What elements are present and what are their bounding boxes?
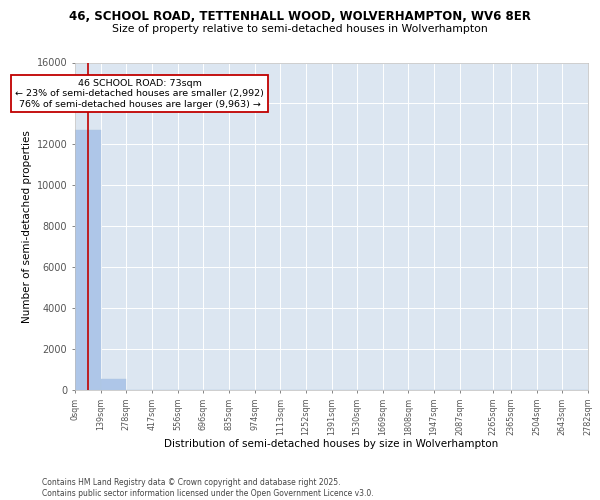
Text: Size of property relative to semi-detached houses in Wolverhampton: Size of property relative to semi-detach… (112, 24, 488, 34)
Bar (75, 130, 101, 390)
X-axis label: Distribution of semi-detached houses by size in Wolverhampton: Distribution of semi-detached houses by … (164, 440, 499, 450)
Bar (101, 379, 126, 390)
Y-axis label: Number of semi-detached properties: Number of semi-detached properties (22, 130, 32, 322)
Text: 46 SCHOOL ROAD: 73sqm
← 23% of semi-detached houses are smaller (2,992)
76% of s: 46 SCHOOL ROAD: 73sqm ← 23% of semi-deta… (15, 79, 264, 108)
Text: 46, SCHOOL ROAD, TETTENHALL WOOD, WOLVERHAMPTON, WV6 8ER: 46, SCHOOL ROAD, TETTENHALL WOOD, WOLVER… (69, 10, 531, 24)
Text: Contains HM Land Registry data © Crown copyright and database right 2025.
Contai: Contains HM Land Registry data © Crown c… (42, 478, 374, 498)
